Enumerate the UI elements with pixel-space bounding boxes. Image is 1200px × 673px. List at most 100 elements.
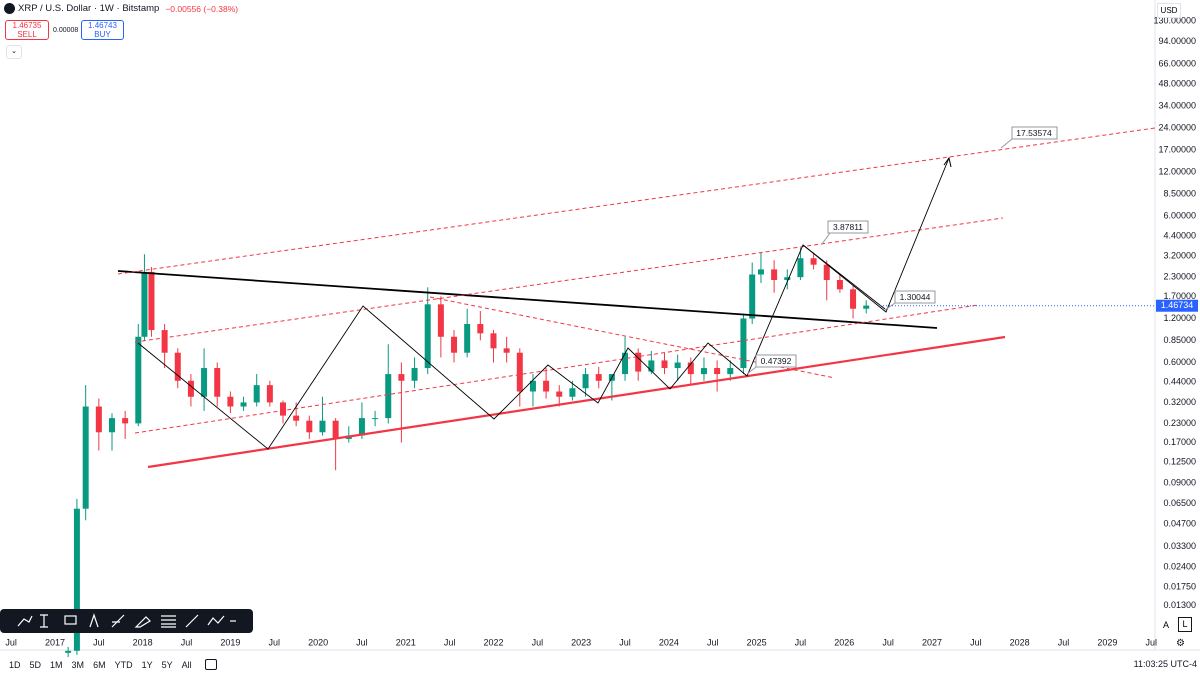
candle-body (266, 385, 273, 403)
range-button[interactable]: YTD (114, 659, 133, 670)
log-scale[interactable]: L (1178, 617, 1192, 632)
candle-body (319, 420, 326, 433)
candle-body (122, 418, 129, 424)
y-tick-label: 0.03300 (1163, 541, 1196, 551)
range-button[interactable]: 1Y (141, 659, 153, 670)
candle-body (582, 374, 589, 389)
sell-button[interactable]: 1.46735 SELL (5, 20, 49, 40)
y-tick-label: 8.50000 (1163, 189, 1196, 199)
candle-body (82, 406, 89, 509)
candle-body (451, 336, 458, 353)
x-tick-label: 2023 (571, 637, 591, 647)
range-button[interactable]: 5D (29, 659, 42, 670)
y-tick-label: 66.00000 (1158, 58, 1196, 68)
candle-body (141, 271, 148, 337)
candle-body (674, 362, 681, 369)
date-range-icon[interactable] (204, 659, 217, 670)
channel-line (134, 304, 979, 434)
candle-body (464, 324, 471, 353)
y-tick-label: 1.70000 (1163, 291, 1196, 301)
support-line (147, 335, 1006, 469)
candle-body (214, 368, 221, 397)
last-price-label: 1.46734 (1161, 300, 1194, 310)
tool-icon[interactable] (161, 615, 176, 628)
tool-icon[interactable] (207, 615, 225, 626)
sell-price: 1.46735 (12, 21, 42, 30)
drawings (117, 127, 1156, 469)
toolbar-icons (17, 613, 236, 628)
tool-icon[interactable] (40, 614, 48, 628)
candle-body (661, 360, 668, 369)
candle-body (332, 420, 339, 439)
y-tick-label: 3.20000 (1163, 251, 1196, 261)
annotation: 3.87811 (821, 220, 869, 245)
tool-icon[interactable] (111, 614, 125, 628)
x-tick-label: Jul (707, 637, 719, 647)
y-tick-label: 6.00000 (1163, 211, 1196, 221)
y-tick-label: 0.44000 (1163, 377, 1196, 387)
range-button[interactable]: 1D (9, 659, 21, 670)
y-tick-label: 0.60000 (1163, 357, 1196, 367)
collapse-button[interactable]: ⌄ (6, 45, 22, 59)
candle-body (595, 374, 602, 381)
x-tick-label: Jul (356, 637, 368, 647)
y-tick-label: 48.00000 (1158, 79, 1196, 89)
candle-body (784, 277, 791, 281)
annotation: 1.30044 (884, 290, 936, 311)
x-tick-label: 2018 (133, 637, 153, 647)
candle-body (569, 388, 576, 397)
annotation-label: 3.87811 (833, 222, 863, 232)
range-button[interactable]: All (181, 659, 192, 670)
candle-body (65, 650, 72, 653)
y-tick-label: 0.06500 (1163, 498, 1196, 508)
range-button[interactable]: 6M (93, 659, 106, 670)
buy-button[interactable]: 1.46743 BUY (81, 20, 124, 40)
candle-body (135, 336, 142, 424)
candle-body (411, 368, 418, 381)
price-change: −0.00556 (−0.38%) (165, 3, 239, 14)
candle-body (240, 402, 247, 407)
settings-icon[interactable]: ⚙ (1176, 638, 1185, 649)
tool-icon[interactable] (89, 613, 99, 628)
candle-body (293, 415, 300, 421)
tool-icon[interactable] (185, 614, 199, 628)
candle-body (516, 352, 523, 392)
x-tick-label: Jul (1145, 637, 1157, 647)
candle-body (700, 368, 707, 375)
candle-body (740, 318, 747, 369)
y-tick-label: 4.40000 (1163, 230, 1196, 240)
x-tick-label: Jul (181, 637, 193, 647)
candle-body (437, 304, 444, 337)
candle-body (477, 324, 484, 334)
candle-body (556, 391, 563, 397)
tool-icon[interactable] (134, 616, 151, 628)
range-button[interactable]: 3M (71, 659, 85, 670)
clock: 11:03:25 UTC-4 (1133, 659, 1197, 669)
x-tick-label: Jul (619, 637, 631, 647)
currency-button[interactable]: USD (1157, 3, 1181, 18)
tool-icon[interactable] (64, 615, 77, 625)
y-tick-label: 1.20000 (1163, 313, 1196, 323)
channel-line (117, 127, 1156, 275)
x-tick-label: 2020 (308, 637, 328, 647)
channel-line (134, 217, 1004, 343)
axis-labels: 130.00000 94.00000 66.00000 48.00000 34.0000… (5, 15, 1198, 647)
tool-icon[interactable] (17, 615, 33, 627)
y-tick-label: 24.00000 (1158, 123, 1196, 133)
annotation: 0.47392 (746, 354, 797, 375)
x-tick-label: Jul (444, 637, 456, 647)
x-tick-label: 2029 (1097, 637, 1117, 647)
y-tick-label: 0.17000 (1163, 437, 1196, 447)
drawing-toolbar (0, 609, 253, 633)
candle-body (174, 352, 181, 381)
buy-label: BUY (94, 30, 111, 39)
sell-label: SELL (17, 30, 37, 39)
candle-body (687, 362, 694, 375)
range-button[interactable]: 5Y (161, 659, 173, 670)
candle-body (201, 368, 208, 397)
y-tick-label: 34.00000 (1158, 101, 1196, 111)
auto-scale[interactable]: A (1163, 620, 1170, 630)
range-button[interactable]: 1M (50, 659, 63, 670)
annotation-label: 1.30044 (900, 292, 931, 302)
